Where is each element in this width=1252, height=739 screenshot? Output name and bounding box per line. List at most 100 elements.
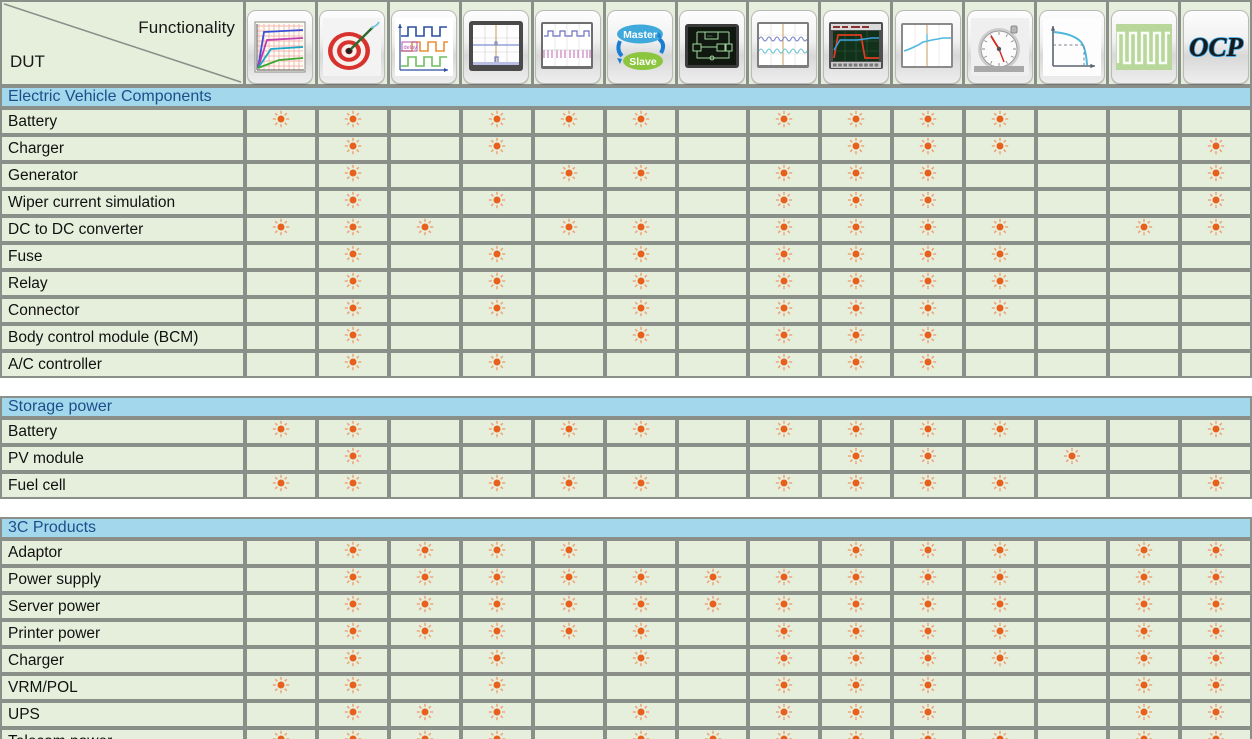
matrix-cell-r8-c7[interactable] bbox=[676, 728, 749, 739]
matrix-cell-r9-c3[interactable] bbox=[388, 324, 461, 351]
matrix-cell-r7-c5[interactable] bbox=[532, 270, 605, 297]
matrix-cell-r3-c5[interactable] bbox=[532, 162, 605, 189]
column-header-red-trace-scope-icon[interactable] bbox=[820, 0, 893, 86]
matrix-cell-r5-c7[interactable] bbox=[676, 216, 749, 243]
matrix-cell-r2-c12[interactable] bbox=[1036, 445, 1109, 472]
matrix-cell-r5-c3[interactable] bbox=[388, 647, 461, 674]
matrix-cell-r4-c13[interactable] bbox=[1108, 620, 1180, 647]
matrix-cell-r8-c6[interactable] bbox=[604, 728, 677, 739]
matrix-cell-r2-c10[interactable] bbox=[892, 135, 965, 162]
matrix-cell-r5-c11[interactable] bbox=[964, 216, 1037, 243]
matrix-cell-r5-c3[interactable] bbox=[388, 216, 461, 243]
matrix-cell-r4-c7[interactable] bbox=[676, 620, 749, 647]
matrix-cell-r7-c11[interactable] bbox=[964, 270, 1037, 297]
matrix-cell-r3-c5[interactable] bbox=[532, 593, 605, 620]
matrix-cell-r7-c7[interactable] bbox=[676, 701, 749, 728]
matrix-cell-r2-c3[interactable] bbox=[388, 566, 461, 593]
matrix-cell-r2-c3[interactable] bbox=[388, 445, 461, 472]
matrix-cell-r4-c1[interactable] bbox=[245, 620, 317, 647]
matrix-cell-r2-c9[interactable] bbox=[820, 445, 893, 472]
matrix-cell-r3-c3[interactable] bbox=[388, 472, 461, 499]
matrix-cell-r1-c8[interactable] bbox=[748, 418, 821, 445]
matrix-cell-r7-c2[interactable] bbox=[316, 701, 389, 728]
matrix-cell-r7-c5[interactable] bbox=[532, 701, 605, 728]
matrix-cell-r4-c10[interactable] bbox=[892, 620, 965, 647]
matrix-cell-r2-c1[interactable] bbox=[245, 566, 317, 593]
matrix-cell-r6-c14[interactable] bbox=[1180, 243, 1252, 270]
matrix-cell-r8-c1[interactable] bbox=[245, 728, 317, 739]
matrix-cell-r5-c9[interactable] bbox=[820, 216, 893, 243]
column-header-ocp-text-icon[interactable]: OCP bbox=[1180, 0, 1252, 86]
matrix-cell-r7-c13[interactable] bbox=[1108, 270, 1180, 297]
matrix-cell-r2-c8[interactable] bbox=[748, 445, 821, 472]
matrix-cell-r7-c1[interactable] bbox=[245, 701, 317, 728]
matrix-cell-r7-c6[interactable] bbox=[604, 701, 677, 728]
matrix-cell-r5-c5[interactable] bbox=[532, 647, 605, 674]
matrix-cell-r1-c10[interactable] bbox=[892, 418, 965, 445]
matrix-cell-r6-c10[interactable] bbox=[892, 674, 965, 701]
matrix-cell-r4-c7[interactable] bbox=[676, 189, 749, 216]
matrix-cell-r4-c14[interactable] bbox=[1180, 620, 1252, 647]
matrix-cell-r2-c14[interactable] bbox=[1180, 445, 1252, 472]
column-header-analog-meter-gauge-icon[interactable] bbox=[964, 0, 1037, 86]
matrix-cell-r1-c6[interactable] bbox=[604, 108, 677, 135]
matrix-cell-r3-c1[interactable] bbox=[245, 593, 317, 620]
matrix-cell-r4-c11[interactable] bbox=[964, 620, 1037, 647]
matrix-cell-r6-c7[interactable] bbox=[676, 674, 749, 701]
matrix-cell-r1-c12[interactable] bbox=[1036, 539, 1109, 566]
matrix-cell-r4-c1[interactable] bbox=[245, 189, 317, 216]
matrix-cell-r10-c1[interactable] bbox=[245, 351, 317, 378]
column-header-trend-recorder-icon[interactable] bbox=[892, 0, 965, 86]
matrix-cell-r1-c6[interactable] bbox=[604, 539, 677, 566]
matrix-cell-r2-c9[interactable] bbox=[820, 566, 893, 593]
matrix-cell-r2-c2[interactable] bbox=[316, 445, 389, 472]
matrix-cell-r6-c13[interactable] bbox=[1108, 243, 1180, 270]
matrix-cell-r4-c2[interactable] bbox=[316, 620, 389, 647]
matrix-cell-r1-c3[interactable] bbox=[388, 539, 461, 566]
matrix-cell-r7-c14[interactable] bbox=[1180, 701, 1252, 728]
matrix-cell-r1-c12[interactable] bbox=[1036, 108, 1109, 135]
matrix-cell-r2-c6[interactable] bbox=[604, 566, 677, 593]
matrix-cell-r1-c13[interactable] bbox=[1108, 108, 1180, 135]
matrix-cell-r2-c5[interactable] bbox=[532, 135, 605, 162]
matrix-cell-r3-c14[interactable] bbox=[1180, 472, 1252, 499]
matrix-cell-r3-c13[interactable] bbox=[1108, 472, 1180, 499]
matrix-cell-r2-c11[interactable] bbox=[964, 135, 1037, 162]
matrix-cell-r3-c12[interactable] bbox=[1036, 593, 1109, 620]
matrix-cell-r6-c1[interactable] bbox=[245, 243, 317, 270]
matrix-cell-r2-c12[interactable] bbox=[1036, 566, 1109, 593]
matrix-cell-r8-c7[interactable] bbox=[676, 297, 749, 324]
matrix-cell-r4-c12[interactable] bbox=[1036, 189, 1109, 216]
matrix-cell-r7-c12[interactable] bbox=[1036, 270, 1109, 297]
matrix-cell-r6-c9[interactable] bbox=[820, 674, 893, 701]
matrix-cell-r7-c3[interactable] bbox=[388, 701, 461, 728]
matrix-cell-r3-c4[interactable] bbox=[460, 472, 533, 499]
column-header-master-slave-sync-icon[interactable]: Master Slave bbox=[604, 0, 677, 86]
matrix-cell-r6-c2[interactable] bbox=[316, 243, 389, 270]
matrix-cell-r5-c7[interactable] bbox=[676, 647, 749, 674]
matrix-cell-r10-c14[interactable] bbox=[1180, 351, 1252, 378]
matrix-cell-r3-c1[interactable] bbox=[245, 162, 317, 189]
matrix-cell-r2-c2[interactable] bbox=[316, 135, 389, 162]
matrix-cell-r3-c6[interactable] bbox=[604, 593, 677, 620]
matrix-cell-r3-c3[interactable] bbox=[388, 162, 461, 189]
matrix-cell-r8-c2[interactable] bbox=[316, 297, 389, 324]
matrix-cell-r10-c6[interactable] bbox=[604, 351, 677, 378]
matrix-cell-r1-c5[interactable] bbox=[532, 539, 605, 566]
matrix-cell-r1-c3[interactable] bbox=[388, 418, 461, 445]
matrix-cell-r3-c11[interactable] bbox=[964, 472, 1037, 499]
matrix-cell-r4-c8[interactable] bbox=[748, 189, 821, 216]
matrix-cell-r3-c2[interactable] bbox=[316, 593, 389, 620]
matrix-cell-r3-c14[interactable] bbox=[1180, 162, 1252, 189]
matrix-cell-r1-c9[interactable] bbox=[820, 108, 893, 135]
matrix-cell-r2-c8[interactable] bbox=[748, 566, 821, 593]
matrix-cell-r2-c6[interactable] bbox=[604, 445, 677, 472]
column-header-multi-pulse-scope-icon[interactable] bbox=[532, 0, 605, 86]
matrix-cell-r10-c12[interactable] bbox=[1036, 351, 1109, 378]
matrix-cell-r5-c9[interactable] bbox=[820, 647, 893, 674]
matrix-cell-r6-c8[interactable] bbox=[748, 243, 821, 270]
matrix-cell-r2-c3[interactable] bbox=[388, 135, 461, 162]
matrix-cell-r7-c13[interactable] bbox=[1108, 701, 1180, 728]
matrix-cell-r4-c3[interactable] bbox=[388, 189, 461, 216]
matrix-cell-r6-c12[interactable] bbox=[1036, 674, 1109, 701]
